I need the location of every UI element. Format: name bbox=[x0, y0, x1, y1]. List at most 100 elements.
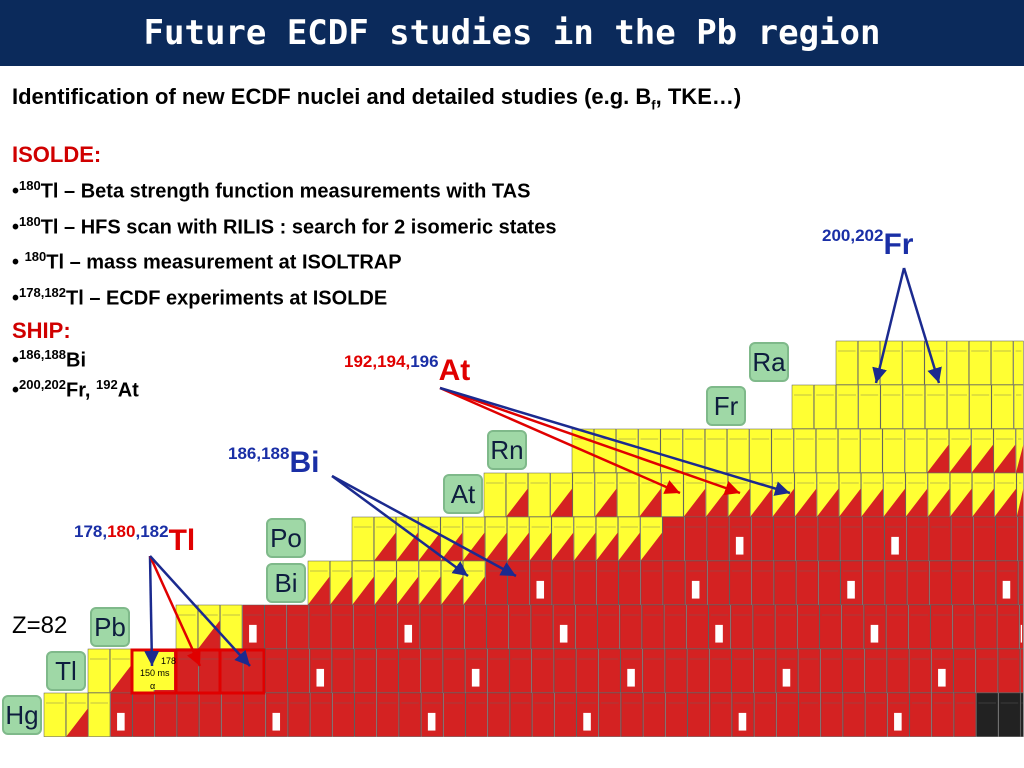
nuclide-cell-tl bbox=[864, 648, 887, 693]
bullet-dot: • bbox=[12, 287, 20, 310]
nuclide-cell-hg bbox=[376, 692, 399, 737]
cell-gap bbox=[471, 668, 480, 687]
cell-bg bbox=[396, 560, 419, 605]
cell-bg bbox=[751, 516, 774, 561]
label-bi-mass: 186,188 bbox=[228, 444, 290, 463]
cell-bg bbox=[352, 560, 375, 605]
cell-bg bbox=[793, 428, 816, 473]
nuclide-cell-bi bbox=[707, 560, 730, 605]
cell-decay-mark bbox=[485, 532, 507, 561]
cell-bg bbox=[973, 516, 996, 561]
cell-bg bbox=[1013, 384, 1024, 429]
cell-bg bbox=[598, 692, 621, 737]
nuclide-cell-rn bbox=[815, 428, 839, 473]
element-box-ra: Ra bbox=[749, 342, 789, 382]
nuclide-cell-at bbox=[483, 472, 506, 517]
cell-bg bbox=[332, 692, 355, 737]
bullet-text: Bi bbox=[66, 349, 87, 372]
cell-bg bbox=[1019, 604, 1024, 649]
nuclide-cell-tl bbox=[620, 648, 643, 693]
cell-bg bbox=[840, 560, 863, 605]
nuclide-cell-pb bbox=[1019, 604, 1024, 649]
cell-gap bbox=[1002, 580, 1011, 599]
cell-bg bbox=[705, 472, 728, 517]
nuclide-cell-po bbox=[884, 516, 907, 561]
nuclide-cell-tl bbox=[465, 648, 488, 693]
nuclide-cell-tl bbox=[975, 648, 998, 693]
cell-bg bbox=[596, 560, 619, 605]
nuclide-cell-at bbox=[772, 472, 795, 517]
cell-decay-mark bbox=[596, 532, 618, 561]
cell-bg bbox=[687, 692, 710, 737]
nuclide-cell-pb bbox=[175, 604, 198, 649]
cell-bg bbox=[618, 560, 641, 605]
nuclide-cell-po bbox=[507, 516, 530, 561]
cell-bg bbox=[884, 516, 907, 561]
cell-gap bbox=[782, 668, 791, 687]
nuclide-cell-rn bbox=[660, 428, 683, 473]
nuclide-cell-rn bbox=[593, 428, 617, 473]
cell-decay-mark bbox=[551, 532, 574, 561]
nuclide-cell-bi bbox=[884, 560, 908, 605]
nuclide-cell-po bbox=[640, 516, 663, 561]
nuclide-cell-hg bbox=[443, 692, 466, 737]
nuclide-cell-bi bbox=[840, 560, 863, 605]
bullet-mass: 200,202 bbox=[19, 377, 67, 392]
nuclide-cell-pb bbox=[553, 604, 576, 649]
cell-gap bbox=[1020, 624, 1023, 643]
nuclide-cell-bi bbox=[329, 560, 353, 605]
cell-bg bbox=[968, 340, 992, 385]
nuclide-cell-at bbox=[816, 472, 839, 517]
cell-bg bbox=[662, 516, 685, 561]
cell-bg bbox=[638, 428, 661, 473]
cell-decay-mark bbox=[463, 576, 485, 605]
cell-decay-mark bbox=[396, 532, 418, 561]
nuclide-cell-bi bbox=[640, 560, 663, 605]
nuclide-cell-rn bbox=[682, 428, 705, 473]
cell-bg bbox=[662, 560, 686, 605]
cell-bg bbox=[198, 648, 221, 693]
cell-bg bbox=[684, 516, 707, 561]
nuclide-cell-hg bbox=[465, 692, 488, 737]
nuclide-cell-tl bbox=[576, 648, 599, 693]
cell-bg bbox=[660, 428, 683, 473]
nuclide-cell-tl bbox=[531, 648, 554, 693]
cell-bg bbox=[329, 560, 353, 605]
cell-bg bbox=[775, 604, 798, 649]
cell-bg bbox=[640, 516, 663, 561]
cell-bg bbox=[909, 648, 932, 693]
cell-bg bbox=[373, 516, 397, 561]
nuclide-cell-tl bbox=[842, 648, 865, 693]
nuclide-cell-tl bbox=[132, 648, 155, 693]
nuclide-cell-at bbox=[639, 472, 662, 517]
bullet-text: Tl – mass measurement at ISOLTRAP bbox=[46, 251, 402, 274]
cell-bg bbox=[351, 516, 374, 561]
nuclide-cell-tl bbox=[909, 648, 932, 693]
nuclide-cell-tl bbox=[309, 648, 332, 693]
arrow-at-194 bbox=[439, 386, 741, 496]
nuclide-cell-po bbox=[351, 516, 374, 561]
nuclide-cell-hg bbox=[65, 692, 89, 737]
nuclide-cell-rn bbox=[949, 428, 972, 473]
cell-bg bbox=[864, 648, 887, 693]
cell-bg bbox=[65, 692, 89, 737]
cell-bg bbox=[773, 560, 797, 605]
cell-bg bbox=[242, 604, 265, 649]
nuclide-cell-po bbox=[484, 516, 508, 561]
nuclide-cell-rn bbox=[860, 428, 883, 473]
cell-bg bbox=[775, 648, 799, 693]
cell-bg bbox=[243, 648, 266, 693]
subtitle-sub: f bbox=[651, 97, 656, 113]
cell-bg bbox=[462, 516, 485, 561]
nuclide-cell-rn bbox=[793, 428, 816, 473]
cell-bg bbox=[861, 472, 884, 517]
cell-bg bbox=[43, 692, 66, 737]
nuclide-cell-bi bbox=[907, 560, 930, 605]
nuclide-cell-bi bbox=[618, 560, 641, 605]
cell-bg bbox=[1013, 340, 1024, 385]
nuclide-cell-po bbox=[462, 516, 485, 561]
nuclide-cell-fr bbox=[858, 384, 881, 429]
cell-bg bbox=[597, 604, 620, 649]
cell-bg bbox=[664, 604, 687, 649]
nuclide-cell-pb bbox=[530, 604, 554, 649]
